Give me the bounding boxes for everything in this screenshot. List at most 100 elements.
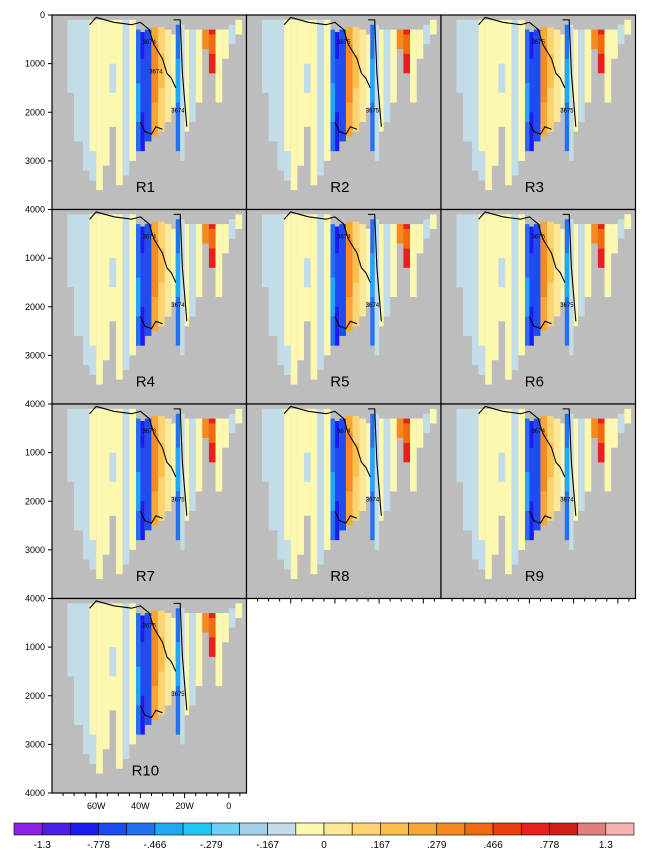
- field-patch: [284, 345, 291, 375]
- field-column: [317, 408, 324, 565]
- contour-label: 3674: [143, 235, 157, 241]
- colorbar-segment: [41, 822, 71, 836]
- contour-line: [139, 121, 163, 135]
- field-column: [96, 19, 103, 191]
- x-tick-label: 40W: [131, 801, 150, 811]
- field-column: [591, 29, 598, 50]
- y-tick-label: 2000: [25, 107, 45, 117]
- field-patch: [498, 63, 506, 93]
- contour-label: 3675: [560, 303, 574, 309]
- colorbar-segment: [126, 822, 156, 836]
- contour-label: 3675: [532, 40, 546, 46]
- field-column: [222, 613, 229, 643]
- field-patch: [175, 642, 181, 687]
- field-patch: [151, 238, 159, 298]
- y-tick-label: 4000: [25, 594, 45, 604]
- field-patch: [352, 53, 360, 88]
- contour-line: [89, 405, 177, 478]
- field-patch: [208, 228, 216, 249]
- field-patch: [547, 248, 554, 283]
- contour-line: [173, 19, 188, 127]
- field-column: [171, 423, 176, 497]
- field-column: [96, 603, 103, 774]
- field-column: [180, 219, 185, 356]
- field-column: [144, 613, 152, 725]
- colorbar-segment: [380, 822, 409, 836]
- field-column: [228, 608, 236, 628]
- field-patch: [597, 34, 605, 54]
- contour-label: 3673: [143, 429, 157, 435]
- field-column: [297, 19, 304, 166]
- field-column: [189, 224, 196, 317]
- contour-line: [478, 16, 566, 89]
- contour-label: 3674: [366, 303, 380, 309]
- field-column: [222, 29, 229, 59]
- panel-label: R5: [330, 373, 349, 390]
- field-column: [429, 19, 437, 35]
- field-column: [215, 224, 223, 298]
- colorbar-label: .279: [427, 840, 447, 851]
- y-tick-label: 4000: [25, 205, 45, 215]
- contour-label: 3675: [171, 497, 185, 503]
- field-column: [129, 408, 136, 550]
- field-column: [67, 408, 75, 482]
- field-patch: [151, 433, 159, 492]
- field-patch: [140, 642, 145, 696]
- field-column: [423, 219, 430, 239]
- field-column: [617, 413, 625, 434]
- field-patch: [352, 248, 360, 283]
- field-patch: [284, 151, 291, 181]
- field-column: [116, 603, 123, 769]
- field-column: [463, 214, 472, 336]
- y-tick-label: 2000: [25, 302, 45, 312]
- field-column: [591, 224, 598, 244]
- panel-r7: 3673 3675 R7 1000 2000 3000 4000: [25, 403, 248, 604]
- x-axis: [451, 598, 630, 604]
- field-column: [74, 408, 83, 531]
- field-patch: [345, 238, 353, 298]
- field-patch: [303, 452, 311, 482]
- colorbar-segment: [408, 822, 438, 836]
- field-column: [604, 418, 612, 492]
- field-column: [578, 29, 585, 122]
- field-column: [611, 418, 618, 448]
- contour-line: [478, 211, 566, 283]
- field-column: [379, 29, 384, 132]
- field-column: [624, 19, 632, 35]
- field-column: [396, 224, 404, 244]
- colorbar-label: .778: [540, 840, 560, 851]
- panel-label: R7: [136, 568, 155, 585]
- field-column: [463, 408, 472, 531]
- field-patch: [370, 447, 375, 492]
- field-column: [195, 224, 203, 298]
- field-patch: [109, 452, 117, 482]
- field-column: [189, 613, 196, 706]
- y-tick-label: 1000: [25, 253, 45, 263]
- field-column: [374, 24, 380, 161]
- contour-line: [139, 316, 163, 330]
- field-patch: [540, 433, 548, 492]
- field-column: [67, 214, 75, 288]
- field-column: [323, 214, 331, 356]
- panel-r4: 3674 3674 R4 1000 2000 3000 4000: [25, 208, 248, 409]
- field-column: [102, 603, 110, 750]
- field-patch: [478, 540, 486, 570]
- field-column: [164, 224, 172, 317]
- contour-line: [334, 510, 358, 524]
- field-column: [310, 19, 318, 186]
- field-patch: [303, 63, 311, 93]
- colorbar-segment: [520, 822, 550, 836]
- contour-label: 3674: [143, 40, 157, 46]
- field-column: [116, 214, 123, 380]
- panel-r6: 3676 3675 R6: [440, 208, 637, 405]
- contour-line: [562, 19, 577, 127]
- field-column: [284, 214, 291, 375]
- field-column: [184, 613, 190, 716]
- y-tick-label: 3000: [25, 739, 45, 749]
- field-column: [310, 408, 318, 575]
- field-column: [277, 214, 285, 366]
- field-column: [591, 418, 598, 439]
- field-column: [485, 408, 492, 580]
- field-column: [423, 413, 430, 434]
- field-column: [290, 408, 298, 580]
